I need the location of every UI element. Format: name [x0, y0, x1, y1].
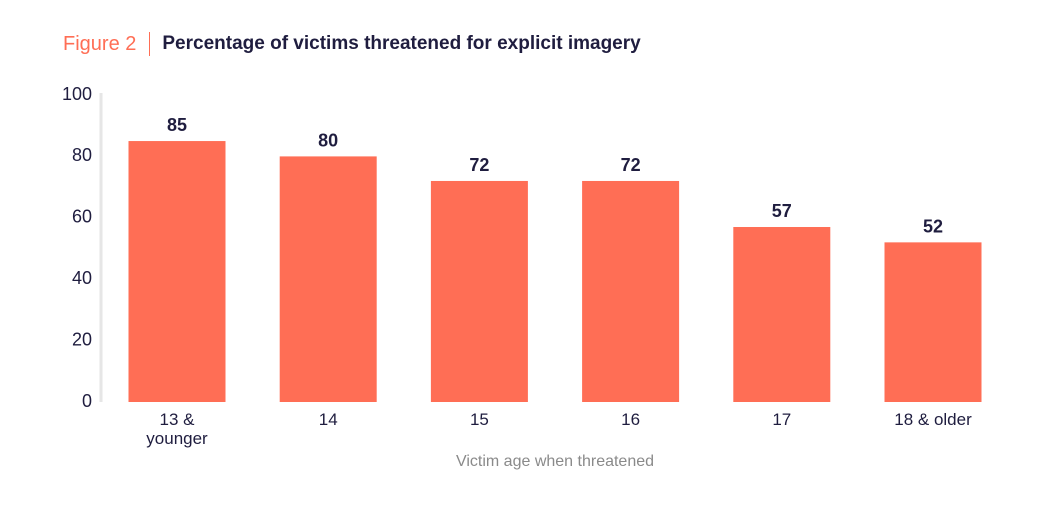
data-label: 57 — [772, 201, 792, 221]
data-label: 80 — [318, 130, 338, 150]
bar — [128, 141, 226, 403]
data-label: 72 — [469, 155, 489, 175]
data-label: 85 — [167, 115, 187, 135]
data-label: 72 — [621, 155, 641, 175]
x-tick-label: 17 — [772, 410, 791, 429]
chart-header: Figure 2 Percentage of victims threatene… — [63, 30, 641, 58]
y-tick-label: 40 — [72, 268, 92, 288]
y-tick-label: 60 — [72, 207, 92, 227]
bar — [733, 227, 831, 402]
y-tick-label: 0 — [82, 391, 92, 411]
y-tick-label: 80 — [72, 145, 92, 165]
bar — [884, 242, 982, 402]
x-tick-label: 14 — [319, 410, 338, 429]
figure-label: Figure 2 — [63, 32, 137, 55]
bar — [279, 156, 377, 402]
x-tick-label: 13 & younger — [146, 410, 208, 448]
y-tick-label: 100 — [62, 84, 92, 104]
y-tick-label: 20 — [72, 329, 92, 349]
bar — [430, 180, 528, 402]
chart-title: Percentage of victims threatened for exp… — [162, 33, 641, 54]
bar — [582, 180, 680, 402]
header-divider — [149, 32, 151, 56]
x-axis-title: Victim age when threatened — [456, 453, 654, 470]
x-tick-label: 18 & older — [894, 410, 972, 429]
data-label: 52 — [923, 216, 943, 236]
x-tick-label: 16 — [621, 410, 640, 429]
x-tick-label: 15 — [470, 410, 489, 429]
